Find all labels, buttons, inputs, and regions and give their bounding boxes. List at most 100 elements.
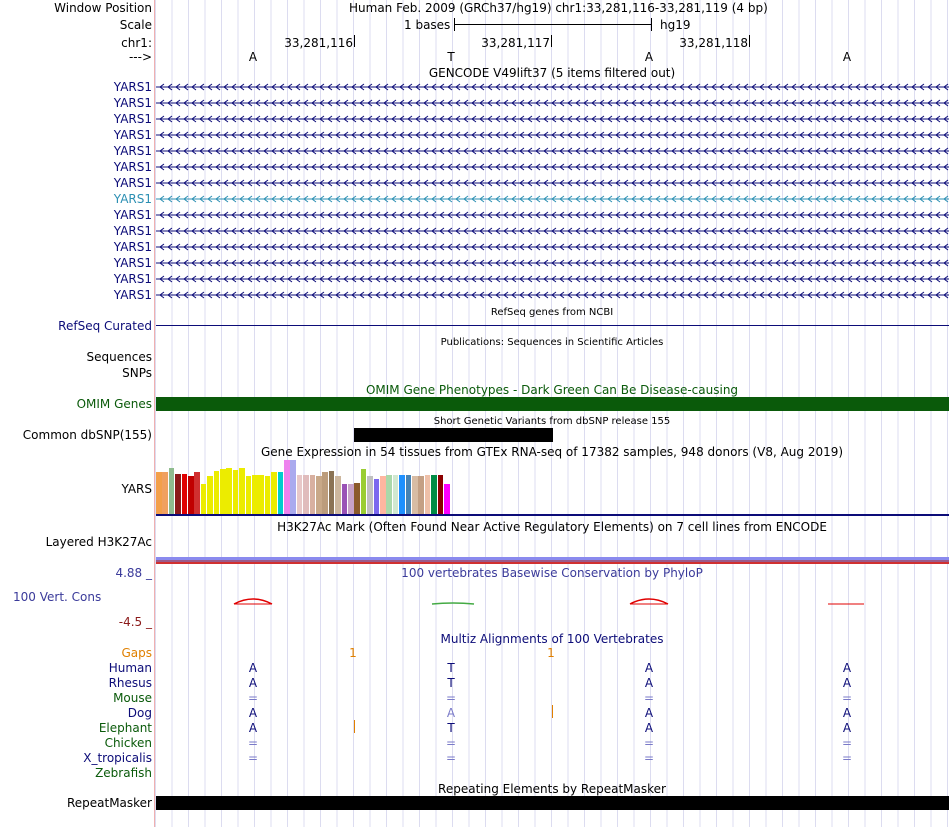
gencode-label[interactable]: YARS1: [113, 224, 152, 238]
gtex-tissue-bar[interactable]: [277, 472, 284, 514]
gencode-transcript[interactable]: [156, 290, 949, 300]
gencode-label[interactable]: YARS1: [113, 80, 152, 94]
gtex-tissue-bar[interactable]: [271, 472, 277, 514]
gencode-label[interactable]: YARS1: [113, 208, 152, 222]
multiz-title[interactable]: Multiz Alignments of 100 Vertebrates: [440, 632, 664, 646]
gtex-tissue-bar[interactable]: [412, 476, 418, 514]
gtex-label[interactable]: YARS: [121, 482, 152, 496]
gtex-tissue-bar[interactable]: [156, 472, 162, 514]
species-label[interactable]: Elephant: [98, 721, 152, 735]
gtex-tissue-bar[interactable]: [418, 476, 424, 514]
gencode-transcript[interactable]: [156, 98, 949, 108]
species-label[interactable]: Human: [108, 661, 152, 675]
dbsnp-title[interactable]: Short Genetic Variants from dbSNP releas…: [433, 416, 671, 427]
gtex-tissue-bar[interactable]: [232, 470, 239, 514]
gencode-transcript[interactable]: [156, 82, 949, 92]
gencode-transcript[interactable]: [156, 210, 949, 220]
gencode-transcript[interactable]: [156, 178, 949, 188]
gtex-tissue-bar[interactable]: [309, 475, 316, 514]
gencode-transcript[interactable]: [156, 114, 949, 124]
refseq-gene-line[interactable]: [156, 325, 949, 326]
gtex-tissue-bar[interactable]: [188, 476, 194, 514]
gtex-tissue-bar[interactable]: [264, 476, 271, 514]
gencode-transcript[interactable]: [156, 146, 949, 156]
gtex-tissue-bar[interactable]: [181, 474, 188, 514]
gtex-tissue-bar[interactable]: [194, 472, 200, 514]
gencode-label[interactable]: YARS1: [113, 256, 152, 270]
gtex-tissue-bar[interactable]: [348, 484, 354, 514]
gencode-transcript[interactable]: [156, 162, 949, 172]
repeatmasker-title[interactable]: Repeating Elements by RepeatMasker: [438, 782, 666, 796]
gtex-tissue-bar[interactable]: [341, 484, 348, 514]
gtex-tissue-bar[interactable]: [316, 476, 322, 514]
refseq-label[interactable]: RefSeq Curated: [58, 319, 152, 333]
gtex-tissue-bar[interactable]: [431, 475, 437, 514]
gtex-tissue-bar[interactable]: [328, 471, 335, 514]
gtex-tissue-bar[interactable]: [303, 475, 309, 514]
gtex-tissue-bar[interactable]: [335, 476, 341, 514]
gencode-label[interactable]: YARS1: [113, 288, 152, 302]
species-label[interactable]: Mouse: [113, 691, 152, 705]
gtex-tissue-bar[interactable]: [226, 468, 232, 514]
cons-title[interactable]: 100 vertebrates Basewise Conservation by…: [401, 566, 703, 580]
repeatmasker-bar[interactable]: [156, 796, 949, 810]
gtex-title[interactable]: Gene Expression in 54 tissues from GTEx …: [260, 445, 844, 459]
species-label[interactable]: X_tropicalis: [83, 751, 152, 765]
gencode-label[interactable]: YARS1: [113, 112, 152, 126]
gtex-tissue-bar[interactable]: [405, 475, 412, 514]
gtex-tissue-bar[interactable]: [424, 475, 431, 514]
gencode-title[interactable]: GENCODE V49lift37 (5 items filtered out): [428, 66, 676, 80]
h3k27ac-label[interactable]: Layered H3K27Ac: [45, 535, 152, 549]
cons-label[interactable]: 100 Vert. Cons: [13, 590, 102, 604]
gtex-tissue-bar[interactable]: [220, 469, 226, 514]
gencode-label[interactable]: YARS1: [113, 144, 152, 158]
gtex-tissue-bar[interactable]: [380, 476, 386, 514]
gtex-tissue-bar[interactable]: [444, 484, 450, 514]
gtex-tissue-bar[interactable]: [284, 460, 290, 514]
gtex-tissue-bar[interactable]: [322, 472, 328, 514]
gtex-tissue-bar[interactable]: [258, 475, 264, 514]
gtex-tissue-bar[interactable]: [290, 460, 296, 514]
gencode-label[interactable]: YARS1: [113, 176, 152, 190]
gtex-tissue-bar[interactable]: [200, 484, 207, 514]
gencode-label[interactable]: YARS1: [113, 192, 152, 206]
dbsnp-variant[interactable]: [354, 428, 553, 442]
h3k27ac-title[interactable]: H3K27Ac Mark (Often Found Near Active Re…: [277, 520, 827, 534]
gtex-tissue-bar[interactable]: [239, 468, 245, 514]
repeatmasker-label[interactable]: RepeatMasker: [66, 796, 152, 810]
gencode-transcript[interactable]: [156, 130, 949, 140]
gencode-label[interactable]: YARS1: [113, 240, 152, 254]
gtex-tissue-bar[interactable]: [252, 475, 258, 514]
gtex-tissue-bar[interactable]: [162, 472, 168, 514]
gtex-tissue-bar[interactable]: [175, 474, 181, 514]
gtex-tissue-bar[interactable]: [213, 471, 220, 514]
position-text[interactable]: Human Feb. 2009 (GRCh37/hg19) chr1:33,28…: [349, 1, 768, 15]
gencode-label[interactable]: YARS1: [113, 128, 152, 142]
omim-title[interactable]: OMIM Gene Phenotypes - Dark Green Can Be…: [365, 383, 739, 397]
gencode-transcript[interactable]: [156, 274, 949, 284]
cons-plot[interactable]: [156, 595, 949, 609]
gencode-label[interactable]: YARS1: [113, 160, 152, 174]
gtex-tissue-bar[interactable]: [354, 483, 360, 514]
gtex-tissue-bar[interactable]: [360, 469, 367, 514]
omim-label[interactable]: OMIM Genes: [76, 397, 152, 411]
gencode-transcript[interactable]: [156, 258, 949, 268]
gtex-tissue-bar[interactable]: [207, 476, 213, 514]
snps-label[interactable]: SNPs: [122, 366, 152, 380]
gencode-label[interactable]: YARS1: [113, 272, 152, 286]
gtex-tissue-bar[interactable]: [168, 468, 175, 514]
gencode-transcript[interactable]: [156, 194, 949, 204]
dbsnp-label[interactable]: Common dbSNP(155): [22, 428, 152, 442]
gtex-tissue-bar[interactable]: [437, 475, 444, 514]
species-label[interactable]: Chicken: [104, 736, 152, 750]
gtex-tissue-bar[interactable]: [399, 475, 405, 514]
gtex-tissue-bar[interactable]: [245, 476, 252, 514]
refseq-title[interactable]: RefSeq genes from NCBI: [490, 307, 614, 318]
species-label[interactable]: Zebrafish: [95, 766, 152, 780]
gtex-tissue-bar[interactable]: [296, 475, 303, 514]
gtex-tissue-bar[interactable]: [386, 475, 392, 514]
gtex-tissue-bar[interactable]: [392, 475, 399, 514]
gencode-transcript[interactable]: [156, 242, 949, 252]
publications-title[interactable]: Publications: Sequences in Scientific Ar…: [440, 337, 664, 348]
gtex-tissue-bar[interactable]: [367, 476, 373, 514]
